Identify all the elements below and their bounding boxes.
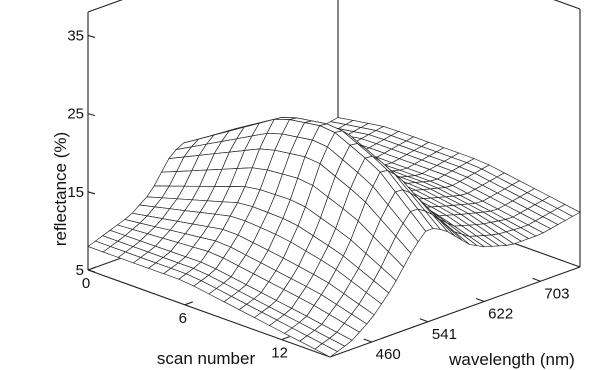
x-tick-label: 622 [488, 306, 513, 323]
y-tick-label: 6 [179, 310, 187, 327]
z-tick-label: 25 [67, 106, 84, 123]
z-tick-mark [87, 113, 96, 117]
z-tick-label: 5 [76, 262, 84, 279]
surface-mesh [87, 117, 581, 358]
y-tick-mark [87, 266, 97, 271]
y-tick-mark [281, 336, 290, 341]
y-axis-title: scan number [157, 349, 256, 368]
z-axis-title: reflectance (%) [51, 132, 70, 246]
x-tick-label: 460 [376, 346, 401, 363]
z-tick-mark [87, 191, 96, 195]
z-tick-label: 35 [67, 27, 84, 44]
z-tick-mark [87, 34, 96, 38]
x-tick-mark [419, 318, 429, 323]
back-top-edge [87, 0, 123, 13]
x-tick-mark [363, 338, 372, 343]
tick-labels: 5 15 25 35 0 6 12 460 541 622 703 [67, 27, 569, 363]
y-tick-mark [184, 301, 193, 306]
x-tick-label: 541 [432, 326, 457, 343]
z-tick-mark [87, 269, 96, 273]
x-tick-mark [475, 297, 485, 303]
x-tick-mark [532, 277, 541, 282]
right-top-edge [553, 0, 581, 10]
y-axis-line [87, 269, 331, 358]
y-tick-label: 12 [271, 345, 288, 362]
z-tick-label: 15 [67, 184, 84, 201]
x-axis-title: wavelength (nm) [448, 350, 575, 369]
surface-cell [314, 343, 339, 358]
y-tick-label: 0 [82, 275, 90, 292]
x-tick-label: 703 [544, 285, 569, 302]
